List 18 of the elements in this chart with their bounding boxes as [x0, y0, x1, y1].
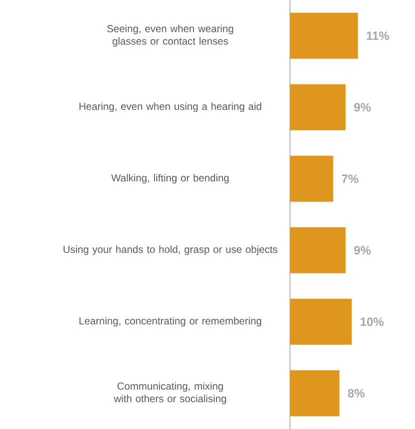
bar — [290, 370, 340, 416]
data-label: 9% — [354, 246, 371, 254]
data-label: 8% — [348, 389, 365, 398]
y-tick-label: Seeing, even when wearing glasses or contact lenses — [107, 24, 234, 47]
y-tick-label: Walking, lifting or bending — [111, 174, 229, 184]
y-tick-label: Communicating, mixing with others or socialising — [114, 382, 226, 404]
bar — [290, 298, 352, 345]
bar — [290, 84, 346, 130]
data-label: 9% — [354, 103, 371, 112]
data-label: 11% — [366, 32, 390, 40]
bar — [290, 156, 334, 202]
data-label: 10% — [360, 318, 384, 326]
y-tick-label: Using your hands to hold, grasp or use objects — [64, 246, 278, 256]
bar — [290, 227, 346, 274]
data-label: 7% — [342, 174, 358, 183]
bar — [290, 12, 358, 59]
y-tick-label: Hearing, even when using a hearing aid — [80, 102, 262, 112]
y-tick-label: Learning, concentrating or remembering — [80, 317, 262, 327]
